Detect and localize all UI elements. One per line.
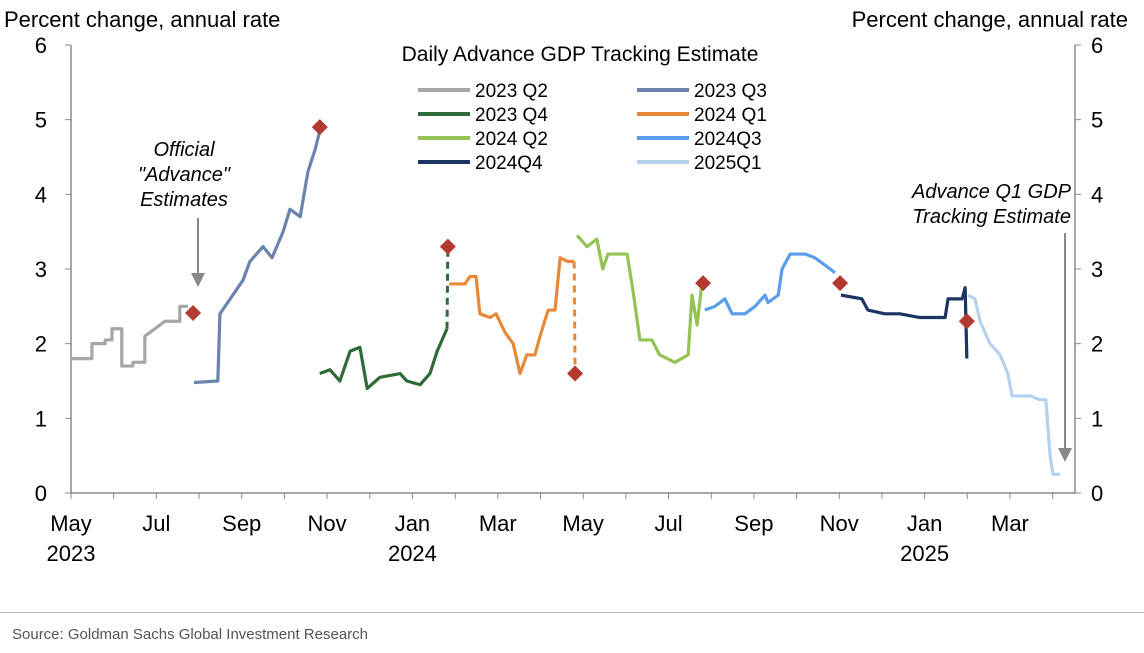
series-line: [193, 130, 322, 385]
x-tick-label: Sep: [222, 511, 261, 536]
y-tick-label-left: 3: [35, 257, 47, 282]
divider: [0, 612, 1144, 613]
annotation-official-advance: Official: [153, 139, 215, 161]
series-connector-dashed: [572, 261, 577, 374]
x-tick-label: Jul: [142, 511, 170, 536]
legend-label: 2024 Q1: [694, 105, 767, 126]
arrow-head-icon: [1058, 448, 1072, 462]
advance-estimate-marker: [439, 238, 456, 255]
series-line: [319, 328, 449, 391]
y-tick-label-left: 6: [35, 33, 47, 58]
advance-estimate-marker: [958, 313, 975, 330]
advance-estimate-marker: [695, 275, 712, 292]
series-line: [575, 234, 704, 364]
x-tick-label: Nov: [308, 511, 347, 536]
y-tick-label-right: 2: [1091, 332, 1103, 357]
series-line: [704, 252, 836, 316]
chart-title: Daily Advance GDP Tracking Estimate: [402, 43, 759, 66]
y-tick-label-left: 4: [35, 182, 47, 207]
x-tick-label: Nov: [820, 511, 859, 536]
arrow-head-icon: [191, 273, 205, 287]
annotation-advance-q1: Tracking Estimate: [912, 206, 1071, 228]
legend-label: 2023 Q2: [475, 81, 548, 102]
series-line: [840, 286, 969, 359]
legend-label: 2024Q3: [694, 129, 762, 150]
legend-label: 2023 Q4: [475, 105, 548, 126]
legend-label: 2024Q4: [475, 153, 543, 174]
annotation-official-advance: Estimates: [140, 189, 228, 211]
y-tick-label-right: 3: [1091, 257, 1103, 282]
advance-estimate-marker: [832, 275, 849, 292]
advance-estimate-marker: [311, 119, 328, 136]
x-tick-label: May: [562, 511, 604, 536]
x-tick-label: Sep: [734, 511, 773, 536]
y-axis-label-left: Percent change, annual rate: [4, 7, 280, 32]
y-tick-label-left: 2: [35, 332, 47, 357]
legend-label: 2025Q1: [694, 153, 762, 174]
y-tick-label-left: 5: [35, 108, 47, 133]
y-tick-label-left: 0: [35, 481, 47, 506]
y-tick-label-right: 5: [1091, 108, 1103, 133]
x-tick-label: Jan: [907, 511, 942, 536]
legend-label: 2024 Q2: [475, 129, 548, 150]
series-line: [71, 304, 188, 368]
x-year-label: 2024: [388, 541, 437, 566]
advance-estimate-marker: [567, 365, 584, 382]
x-tick-label: Jul: [654, 511, 682, 536]
y-tick-label-right: 4: [1091, 182, 1103, 207]
x-tick-label: Mar: [991, 511, 1029, 536]
series-line: [967, 293, 1060, 476]
x-tick-label: Jan: [395, 511, 430, 536]
series-connector-dashed: [445, 246, 450, 329]
y-tick-label-right: 0: [1091, 481, 1103, 506]
advance-estimate-marker: [185, 305, 202, 322]
gdp-tracking-chart: Percent change, annual rate Percent chan…: [4, 7, 1128, 566]
x-year-label: 2025: [900, 541, 949, 566]
annotation-official-advance: "Advance": [138, 164, 231, 186]
y-tick-label-left: 1: [35, 406, 47, 431]
legend-label: 2023 Q3: [694, 81, 767, 102]
annotation-advance-q1: Advance Q1 GDP: [911, 181, 1072, 203]
y-tick-label-right: 6: [1091, 33, 1103, 58]
source-note: Source: Goldman Sachs Global Investment …: [12, 626, 369, 643]
x-tick-label: May: [50, 511, 92, 536]
x-year-label: 2023: [47, 541, 96, 566]
series-line: [449, 256, 575, 376]
x-tick-label: Mar: [479, 511, 517, 536]
y-tick-label-right: 1: [1091, 406, 1103, 431]
y-axis-label-right: Percent change, annual rate: [852, 7, 1128, 32]
